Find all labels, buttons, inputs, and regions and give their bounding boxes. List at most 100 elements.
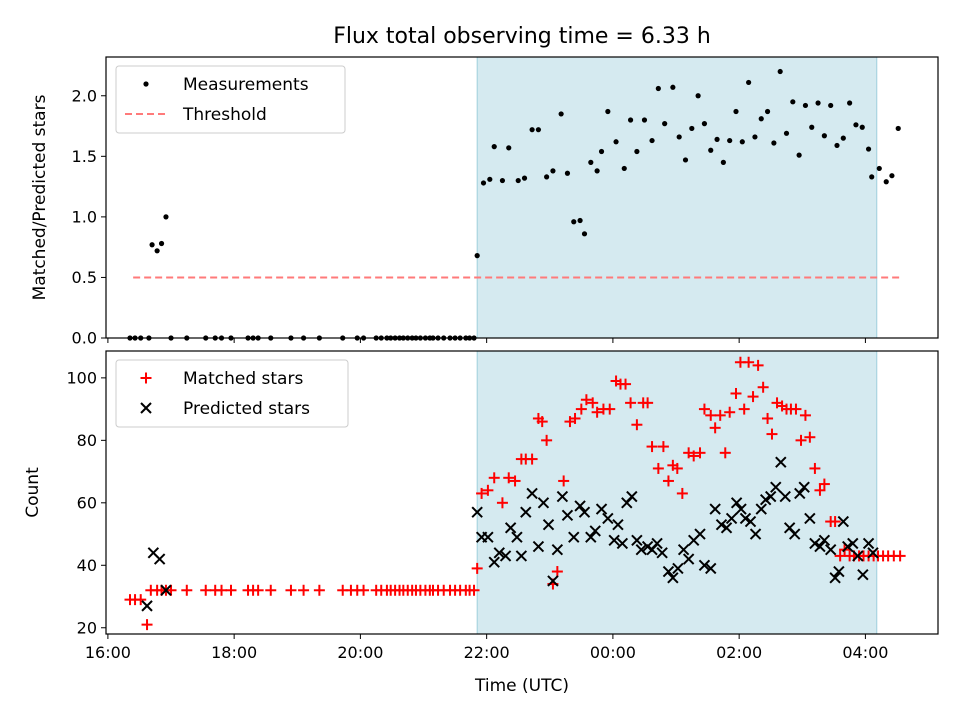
legend-label: Predicted stars — [183, 399, 310, 419]
matched-stars-point — [285, 584, 297, 596]
predicted-stars-point — [542, 518, 555, 531]
measurement-point — [499, 177, 506, 184]
predicted-stars-point — [730, 497, 743, 509]
matched-stars-point — [587, 397, 599, 409]
matched-stars-point — [551, 566, 563, 578]
measurement-point — [649, 137, 655, 144]
predicted-stars-point — [842, 540, 854, 553]
matched-stars-point — [488, 472, 500, 484]
measurement-point — [859, 124, 865, 130]
matched-stars-point — [652, 462, 664, 474]
measurement-point — [655, 85, 661, 92]
measurement-point — [480, 180, 487, 186]
top-plot-frame — [105, 56, 939, 339]
measurement-point — [571, 219, 577, 225]
matched-stars-point — [642, 397, 654, 409]
bottom-plot: 20 40 60 80 100 16:00 18:00 20:00 22:00 00:00 02:0… — [23, 350, 939, 696]
matched-stars-point — [829, 516, 841, 528]
matched-stars-point — [657, 441, 669, 453]
predicted-stars-point — [631, 534, 643, 546]
y-tick-label: 60 — [77, 493, 97, 512]
predicted-stars-point — [720, 522, 733, 534]
predicted-stars-point — [798, 481, 810, 493]
measurement-point — [676, 134, 682, 140]
predicted-stars-point — [667, 572, 679, 584]
predicted-stars-point — [574, 500, 586, 512]
measurement-point — [783, 130, 790, 136]
matched-stars-point — [265, 584, 277, 596]
predicted-stars-point — [794, 487, 806, 500]
matched-stars-point — [799, 409, 811, 421]
measurement-point — [714, 136, 720, 142]
matched-stars-point — [671, 462, 683, 474]
measurement-point — [876, 165, 882, 172]
matched-stars-point — [762, 412, 774, 424]
matched-stars-point — [743, 356, 755, 368]
predicted-stars-point — [705, 562, 717, 575]
measurement-point — [515, 177, 521, 184]
measurement-point — [163, 214, 169, 220]
predicted-stars-point — [608, 534, 620, 546]
measurement-point — [682, 157, 689, 163]
predicted-stars-point — [515, 550, 528, 562]
y-tick-label: 0.0 — [72, 329, 97, 348]
matched-stars-point — [569, 412, 581, 424]
predicted-stars-point — [471, 506, 483, 518]
predicted-stars-point — [749, 528, 762, 540]
measurement-point — [733, 108, 739, 115]
legend-box — [115, 65, 346, 134]
predicted-stars-point — [589, 525, 601, 537]
matched-stars-point — [766, 428, 778, 440]
matched-stars-point — [620, 378, 632, 390]
predicted-stars-point — [715, 518, 728, 531]
predicted-stars-point — [862, 537, 875, 550]
predicted-stars-point — [804, 512, 816, 525]
y-tick-label: 20 — [77, 618, 97, 637]
measurement-point — [708, 147, 714, 153]
matched-stars-point — [482, 484, 494, 496]
measurement-point — [544, 174, 550, 180]
matched-stars-point — [496, 497, 508, 509]
matched-stars-point — [252, 584, 264, 596]
predicted-stars-point — [739, 512, 752, 525]
matched-stars-point — [809, 462, 821, 474]
matched-stars-point — [818, 478, 830, 490]
predicted-stars-point — [765, 490, 777, 503]
x-tick-label: 18:00 — [211, 643, 257, 662]
x-axis-label: Time (UTC) — [474, 676, 569, 696]
predicted-stars-point — [662, 565, 675, 578]
predicted-stars-point — [493, 547, 505, 559]
measurement-point — [627, 117, 634, 123]
predicted-stars-point — [833, 565, 845, 578]
measurement-point — [809, 124, 815, 130]
legend-box — [115, 359, 349, 428]
matched-stars-point — [804, 431, 816, 443]
matched-stars-point — [834, 550, 846, 562]
predicted-stars-point — [547, 575, 559, 587]
matched-stars-point — [646, 441, 658, 453]
measurement-point — [491, 144, 497, 150]
matched-stars-point — [216, 584, 228, 596]
measurement-point — [641, 117, 648, 123]
matched-stars-point — [181, 584, 193, 596]
measurement-point — [752, 134, 758, 140]
measurement-point — [689, 125, 695, 132]
predicted-stars-point — [526, 487, 538, 500]
predicted-stars-point — [626, 490, 638, 503]
bottom-legend: Matched stars Predicted stars — [115, 359, 349, 428]
matched-stars-point — [135, 594, 147, 606]
predicted-stars-point — [153, 553, 166, 565]
matched-stars-point — [790, 403, 802, 415]
measurement-point — [621, 165, 627, 172]
predicted-stars-point — [847, 537, 859, 550]
predicted-stars-point — [725, 512, 738, 525]
matched-stars-point — [631, 419, 643, 431]
measurement-point — [158, 240, 165, 247]
x-tick-label: 00:00 — [590, 643, 636, 662]
predicted-stars-point — [775, 456, 787, 468]
predicted-stars-point — [759, 493, 772, 506]
predicted-stars-point — [829, 572, 841, 584]
predicted-stars-point — [770, 481, 782, 493]
predicted-stars-point — [532, 540, 545, 553]
